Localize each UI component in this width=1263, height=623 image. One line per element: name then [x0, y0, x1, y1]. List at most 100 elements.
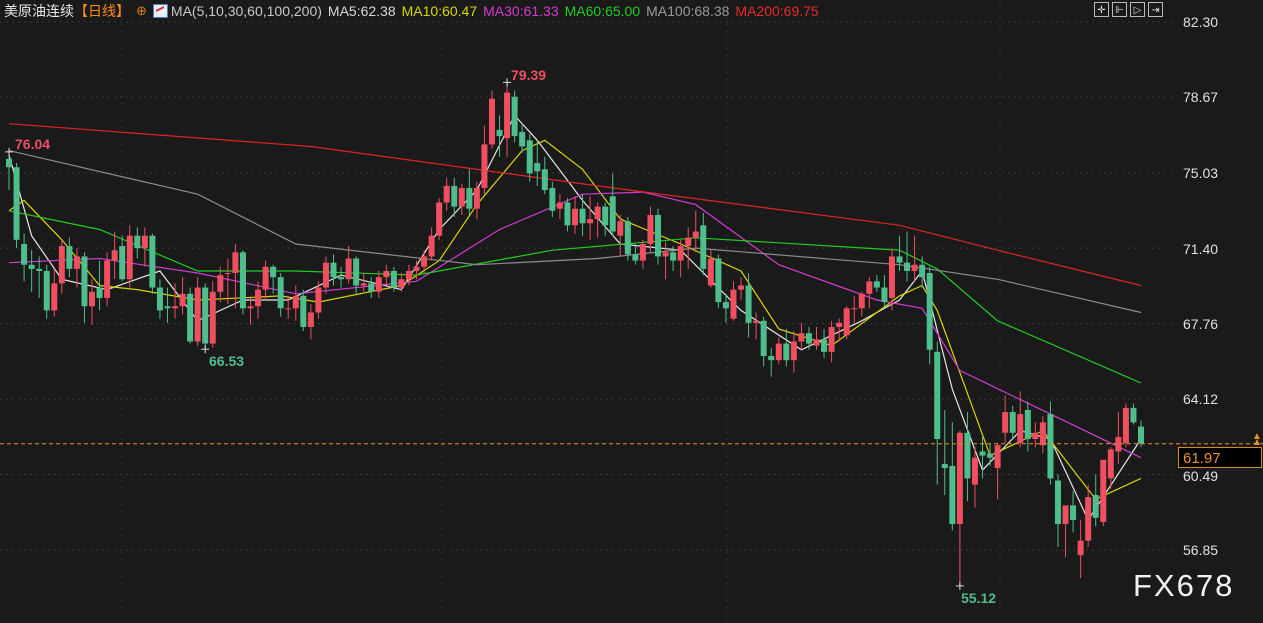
- add-indicator-icon[interactable]: ⊕: [136, 3, 147, 18]
- candle-down: [496, 129, 503, 137]
- candle-up: [89, 291, 96, 307]
- candle-down: [368, 283, 375, 292]
- candle-up: [994, 445, 1001, 469]
- candle-up: [1062, 505, 1069, 525]
- indicator-chart-icon[interactable]: [152, 4, 168, 18]
- crosshair-icon[interactable]: ✛: [1094, 2, 1109, 17]
- candle-up: [866, 281, 873, 294]
- candle-up: [247, 306, 254, 309]
- candle-up: [1002, 412, 1009, 433]
- candle-up: [1122, 407, 1129, 444]
- candle-up: [421, 256, 428, 267]
- candle-up: [172, 306, 179, 309]
- candle-down: [21, 243, 28, 265]
- candle-down: [670, 252, 677, 261]
- candle-down: [655, 214, 662, 257]
- candle-down: [881, 287, 888, 303]
- y-tick-label: 71.40: [1183, 241, 1219, 257]
- candle-down: [1024, 409, 1031, 440]
- candle-up: [1100, 459, 1107, 522]
- candle-up: [956, 432, 963, 525]
- candle-up: [217, 275, 224, 292]
- candle-up: [685, 237, 692, 247]
- candle-down: [609, 196, 616, 232]
- ma-definition[interactable]: MA(5,10,30,60,100,200): [170, 3, 322, 19]
- candle-up: [572, 208, 578, 226]
- candle-up: [851, 308, 858, 310]
- candle-up: [639, 243, 646, 261]
- candle-down: [239, 252, 246, 309]
- y-tick-label: 78.67: [1183, 89, 1219, 105]
- candle-up: [647, 214, 654, 244]
- candle-down: [602, 206, 609, 226]
- jump-to-latest-icon[interactable]: ⇥: [1148, 2, 1163, 17]
- ma200-line: [8, 123, 1142, 287]
- candle-up: [405, 270, 412, 280]
- candle-down: [564, 202, 571, 226]
- candle-down: [760, 320, 767, 357]
- candle-up: [232, 252, 239, 274]
- candle-down: [934, 351, 941, 440]
- candle-up: [753, 320, 760, 323]
- candle-up: [436, 202, 443, 236]
- candle-up: [798, 333, 805, 342]
- candle-down: [896, 256, 903, 263]
- high-annotation: 76.04: [15, 136, 51, 152]
- candle-down: [338, 277, 345, 280]
- candle-up: [141, 235, 148, 249]
- low-annotation: 55.12: [961, 590, 997, 606]
- candle-down: [270, 266, 277, 278]
- candle-up: [458, 187, 465, 207]
- ma60-value: MA60:65.00: [564, 3, 641, 19]
- ma5-value: MA5:62.38: [327, 3, 396, 19]
- candle-down: [722, 302, 729, 309]
- candle-up: [692, 231, 699, 238]
- low-annotation: 66.53: [209, 353, 245, 369]
- candle-up: [179, 293, 186, 307]
- instrument-title: 美原油连续: [4, 3, 74, 19]
- candle-up: [73, 256, 80, 269]
- candle-up: [481, 144, 488, 188]
- candle-up: [292, 295, 299, 309]
- zoom-in-icon[interactable]: ⊩: [1112, 2, 1127, 17]
- candle-up: [360, 283, 367, 286]
- candle-down: [134, 235, 141, 249]
- candle-down: [28, 264, 35, 269]
- candle-up: [262, 266, 269, 290]
- candle-up: [104, 260, 111, 298]
- candle-up: [677, 246, 684, 261]
- ma100-value: MA100:68.38: [646, 3, 730, 19]
- step-forward-icon[interactable]: ▷: [1130, 2, 1145, 17]
- candle-down: [919, 264, 926, 278]
- candle-down: [821, 339, 828, 352]
- candle-down: [353, 258, 360, 286]
- candle-up: [813, 339, 820, 346]
- candle-up: [1085, 497, 1092, 541]
- candle-down: [1130, 407, 1137, 423]
- candle-up: [911, 264, 918, 271]
- candle-down: [964, 432, 971, 479]
- candle-down: [745, 285, 752, 323]
- candle-up: [556, 202, 563, 209]
- candle-up: [738, 285, 745, 290]
- candle-up: [224, 273, 231, 275]
- y-tick-label: 56.85: [1183, 542, 1219, 558]
- period-selector[interactable]: 【日线】: [74, 3, 130, 19]
- candle-up: [126, 235, 133, 280]
- candle-down: [768, 356, 775, 361]
- candle-up: [858, 293, 865, 309]
- candle-up: [707, 258, 714, 286]
- chart-header: 美原油连续 【日线】 ⊕ MA(5,10,30,60,100,200) MA5:…: [4, 1, 825, 21]
- candle-down: [202, 287, 209, 344]
- candle-down: [700, 225, 707, 269]
- candle-down: [43, 270, 50, 311]
- chart-toolbar: ✛ ⊩ ▷ ⇥: [1094, 2, 1163, 17]
- candle-up: [730, 289, 737, 319]
- candle-up: [255, 289, 262, 307]
- candle-up: [383, 270, 390, 278]
- candle-up: [194, 287, 201, 342]
- candle-up: [587, 219, 594, 224]
- candle-down: [783, 343, 790, 361]
- y-tick-label: 60.49: [1183, 468, 1219, 484]
